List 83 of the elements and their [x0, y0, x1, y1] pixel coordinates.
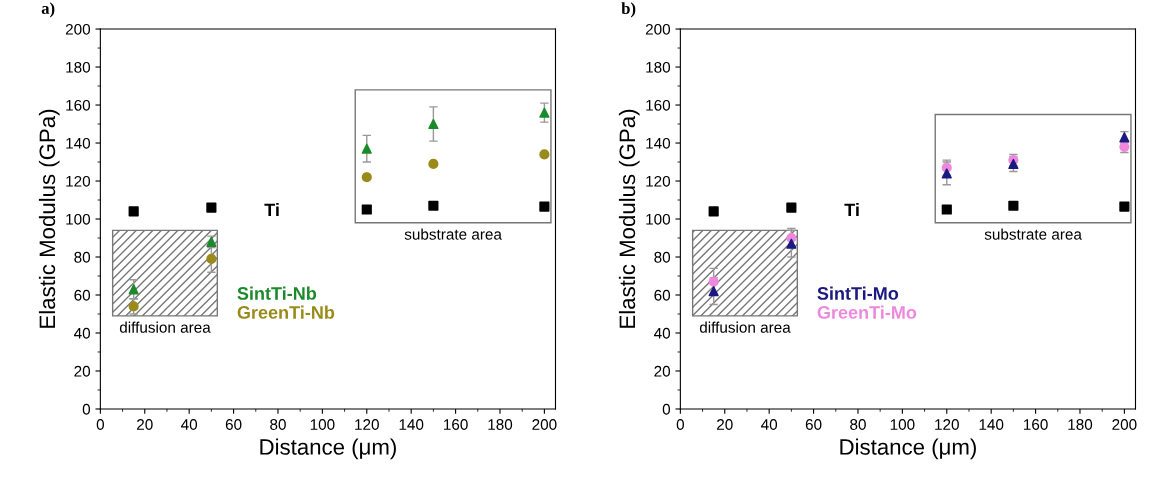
text: Ti — [264, 203, 279, 217]
point — [539, 149, 550, 160]
y-tick-label: 80 — [654, 251, 671, 263]
y-axis-title: Elastic Modulus (GPa) — [38, 109, 60, 328]
x-tick-label: 120 — [355, 419, 379, 430]
text: SintTi-Mo — [817, 286, 899, 300]
annotation: substrate area — [404, 228, 502, 240]
y-tick-label: 100 — [66, 213, 91, 225]
text: GreenTi-Mo — [817, 305, 917, 319]
y-tick-label: 80 — [74, 251, 91, 263]
y-tick-label: 200 — [65, 23, 91, 35]
x-tick-label: 100 — [890, 419, 915, 430]
y-tick-label: 120 — [646, 175, 671, 187]
x-tick-label: 20 — [717, 419, 733, 430]
point — [708, 206, 719, 217]
y-tick-label: 40 — [654, 327, 671, 339]
point — [539, 201, 550, 212]
x-tick-label: 200 — [1112, 419, 1137, 430]
x-tick-label: 160 — [1024, 419, 1048, 430]
point — [708, 276, 719, 287]
y-tick-label: 140 — [66, 137, 91, 149]
y-tick-label: 0 — [662, 403, 671, 415]
x-tick-label: 180 — [1068, 419, 1093, 430]
annotation: diffusion area — [699, 321, 791, 333]
x-tick-label: 60 — [805, 419, 822, 430]
point — [428, 200, 439, 211]
y-tick-label: 120 — [66, 175, 91, 187]
y-tick-label: 160 — [646, 99, 671, 111]
text: GreenTi-Nb — [237, 305, 335, 319]
chart-title: b) — [621, 2, 636, 18]
point — [206, 202, 217, 213]
x-tick-label: 20 — [137, 419, 153, 430]
x-axis-title: Distance (μm) — [260, 438, 396, 460]
y-tick-label: 180 — [646, 61, 671, 73]
y-tick-label: 100 — [646, 213, 671, 225]
x-tick-label: 140 — [399, 419, 424, 430]
y-tick-label: 140 — [646, 137, 671, 149]
x-tick-label: 140 — [979, 419, 1004, 430]
x-tick-label: 80 — [850, 419, 866, 430]
text: Ti — [844, 203, 859, 217]
y-tick-label: 40 — [74, 327, 91, 339]
text: SintTi-Nb — [237, 286, 317, 300]
point — [539, 107, 550, 118]
y-tick-label: 20 — [654, 365, 671, 377]
x-tick-label: 80 — [270, 419, 286, 430]
point — [428, 158, 439, 170]
chart-title: a) — [41, 2, 55, 18]
x-tick-label: 100 — [310, 419, 335, 430]
point — [361, 143, 372, 154]
x-tick-label: 160 — [444, 419, 468, 430]
point — [1119, 201, 1130, 212]
point — [128, 206, 139, 217]
y-tick-label: 0 — [82, 403, 91, 415]
y-axis-title: Elastic Modulus (GPa) — [618, 109, 640, 328]
annotation: substrate area — [984, 228, 1082, 240]
x-axis-title: Distance (μm) — [840, 438, 976, 460]
y-tick-label: 60 — [654, 289, 671, 301]
y-tick-label: 200 — [645, 23, 671, 35]
x-tick-label: 120 — [935, 419, 959, 430]
x-tick-label: 40 — [181, 419, 198, 430]
point — [206, 253, 217, 264]
point — [941, 168, 952, 179]
y-tick-label: 180 — [66, 61, 91, 73]
x-tick-label: 40 — [761, 419, 778, 430]
y-tick-label: 160 — [66, 99, 91, 111]
point — [1119, 141, 1130, 152]
x-tick-label: 0 — [676, 419, 685, 430]
x-tick-label: 200 — [532, 419, 557, 430]
point — [361, 204, 372, 215]
point — [941, 204, 952, 215]
x-tick-label: 0 — [96, 419, 105, 430]
point — [128, 284, 139, 295]
annotation: diffusion area — [119, 321, 211, 333]
point — [361, 172, 372, 183]
x-tick-label: 180 — [488, 419, 513, 430]
point — [428, 118, 439, 130]
point — [786, 202, 797, 213]
point — [1008, 200, 1019, 211]
point — [786, 238, 797, 249]
y-tick-label: 20 — [74, 365, 91, 377]
x-tick-label: 60 — [225, 419, 242, 430]
y-tick-label: 60 — [74, 289, 91, 301]
point — [708, 286, 719, 297]
